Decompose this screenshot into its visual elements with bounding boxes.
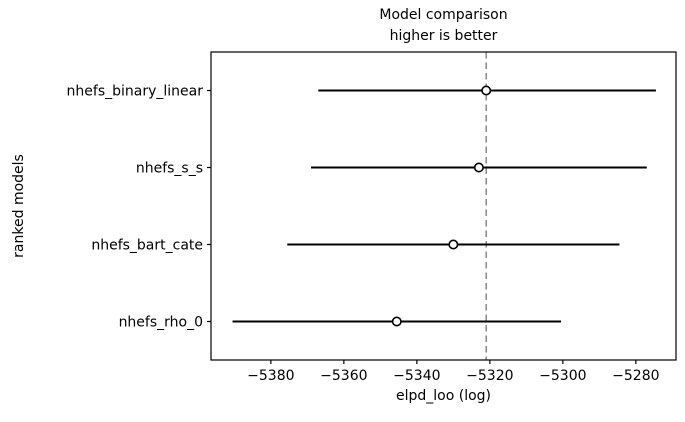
chart-title-block: Model comparison higher is better [211, 5, 676, 47]
y-tick-label: nhefs_bart_cate [91, 238, 203, 254]
x-tick-label: −5360 [320, 368, 367, 384]
chart-title: Model comparison [379, 7, 508, 23]
point-marker [391, 316, 402, 327]
x-axis-label: elpd_loo (log) [395, 388, 491, 404]
chart-subtitle: higher is better [389, 28, 498, 44]
x-tick-label: −5340 [393, 368, 440, 384]
point-marker [448, 239, 459, 250]
plot-frame [210, 51, 677, 361]
y-tick-label: nhefs_rho_0 [119, 315, 203, 331]
x-tick-label: −5380 [247, 368, 294, 384]
x-tick-label: −5320 [466, 368, 513, 384]
x-tick-label: −5280 [612, 368, 659, 384]
y-tick-label: nhefs_binary_linear [67, 84, 204, 100]
y-tick-label: nhefs_s_s [136, 161, 203, 177]
x-tick-label: −5300 [539, 368, 586, 384]
point-marker [481, 85, 492, 96]
point-marker [473, 162, 484, 173]
